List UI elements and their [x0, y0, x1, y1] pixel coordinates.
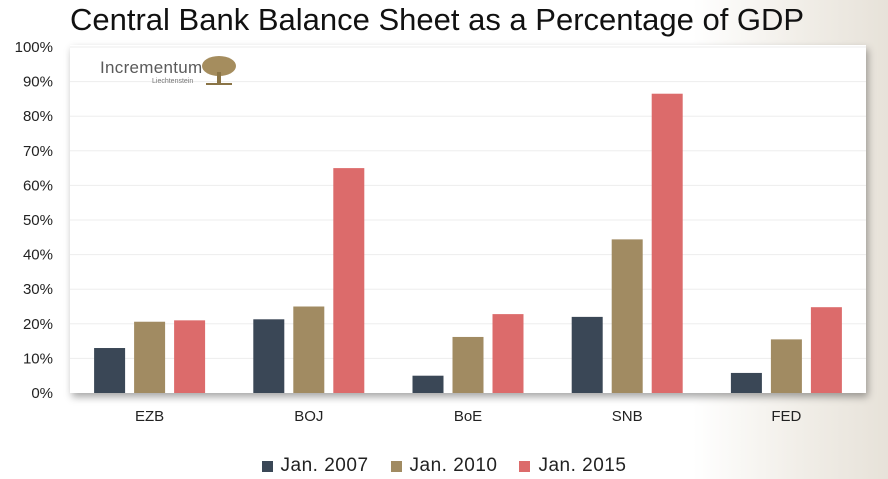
legend-item-2015: Jan. 2015: [519, 455, 626, 477]
x-tick-label: BOJ: [294, 408, 323, 425]
incrementum-logo: Incrementum Liechtenstein: [100, 56, 240, 90]
logo-subtitle: Liechtenstein: [152, 78, 194, 85]
x-tick-label: FED: [771, 408, 801, 425]
y-tick-label: 40%: [23, 247, 53, 264]
bar-fed-2007: [730, 372, 762, 393]
bar-snb-2010: [611, 239, 643, 393]
tree-icon: [202, 56, 236, 85]
bar-boj-2015: [333, 168, 365, 393]
legend-swatch-2010: [390, 460, 402, 472]
bar-fed-2010: [770, 339, 802, 393]
bar-boe-2010: [452, 336, 484, 393]
logo-name: Incrementum: [100, 58, 203, 77]
legend-label-2015: Jan. 2015: [538, 455, 627, 476]
y-tick-label: 70%: [23, 143, 53, 160]
y-tick-label: 10%: [23, 350, 53, 367]
x-tick-label: EZB: [135, 408, 164, 425]
bar-ezb-2015: [174, 320, 206, 393]
y-tick-label: 20%: [23, 316, 53, 333]
y-tick-label: 50%: [23, 212, 53, 229]
x-axis-ticks: EZB BOJ BoE SNB FED: [135, 408, 802, 425]
legend-swatch-2007: [261, 460, 273, 472]
bar-boe-2015: [492, 314, 524, 393]
y-tick-label: 60%: [23, 177, 53, 194]
bar-snb-2007: [571, 316, 603, 393]
y-tick-label: 0%: [31, 385, 53, 402]
bar-boj-2010: [293, 306, 325, 393]
legend-label-2007: Jan. 2007: [280, 455, 369, 476]
x-tick-label: SNB: [612, 408, 643, 425]
bar-boe-2007: [412, 375, 444, 393]
bar-boj-2007: [253, 319, 285, 393]
bar-ezb-2010: [134, 321, 166, 393]
chart-title: Central Bank Balance Sheet as a Percenta…: [70, 2, 805, 37]
legend-item-2007: Jan. 2007: [261, 455, 369, 477]
legend: Jan. 2007 Jan. 2010 Jan. 2015: [0, 455, 888, 477]
y-axis-ticks: 0% 10% 20% 30% 40% 50% 60% 70% 80% 90% 100%: [15, 39, 53, 402]
bar-fed-2015: [810, 307, 842, 393]
x-tick-label: BoE: [454, 408, 482, 425]
legend-item-2010: Jan. 2010: [390, 455, 498, 477]
bar-snb-2015: [651, 93, 683, 394]
legend-swatch-2015: [519, 460, 531, 472]
y-tick-label: 30%: [23, 281, 53, 298]
legend-label-2010: Jan. 2010: [409, 455, 498, 476]
bars: [94, 93, 842, 394]
y-tick-label: 80%: [23, 108, 53, 125]
y-tick-label: 90%: [23, 74, 53, 91]
y-tick-label: 100%: [15, 39, 53, 56]
bar-ezb-2007: [94, 348, 126, 393]
